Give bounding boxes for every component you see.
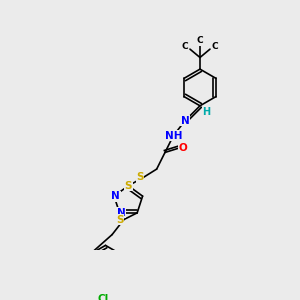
Text: S: S bbox=[136, 172, 144, 182]
Text: S: S bbox=[116, 214, 123, 225]
Text: Cl: Cl bbox=[98, 294, 109, 300]
Text: N: N bbox=[111, 191, 120, 201]
Text: S: S bbox=[124, 181, 132, 191]
Text: C: C bbox=[182, 42, 188, 51]
Text: C: C bbox=[212, 42, 218, 51]
Text: N: N bbox=[117, 208, 126, 218]
Text: H: H bbox=[202, 107, 211, 118]
Text: O: O bbox=[178, 143, 187, 153]
Text: N: N bbox=[181, 116, 189, 126]
Text: NH: NH bbox=[165, 131, 182, 141]
Text: C: C bbox=[197, 36, 203, 45]
